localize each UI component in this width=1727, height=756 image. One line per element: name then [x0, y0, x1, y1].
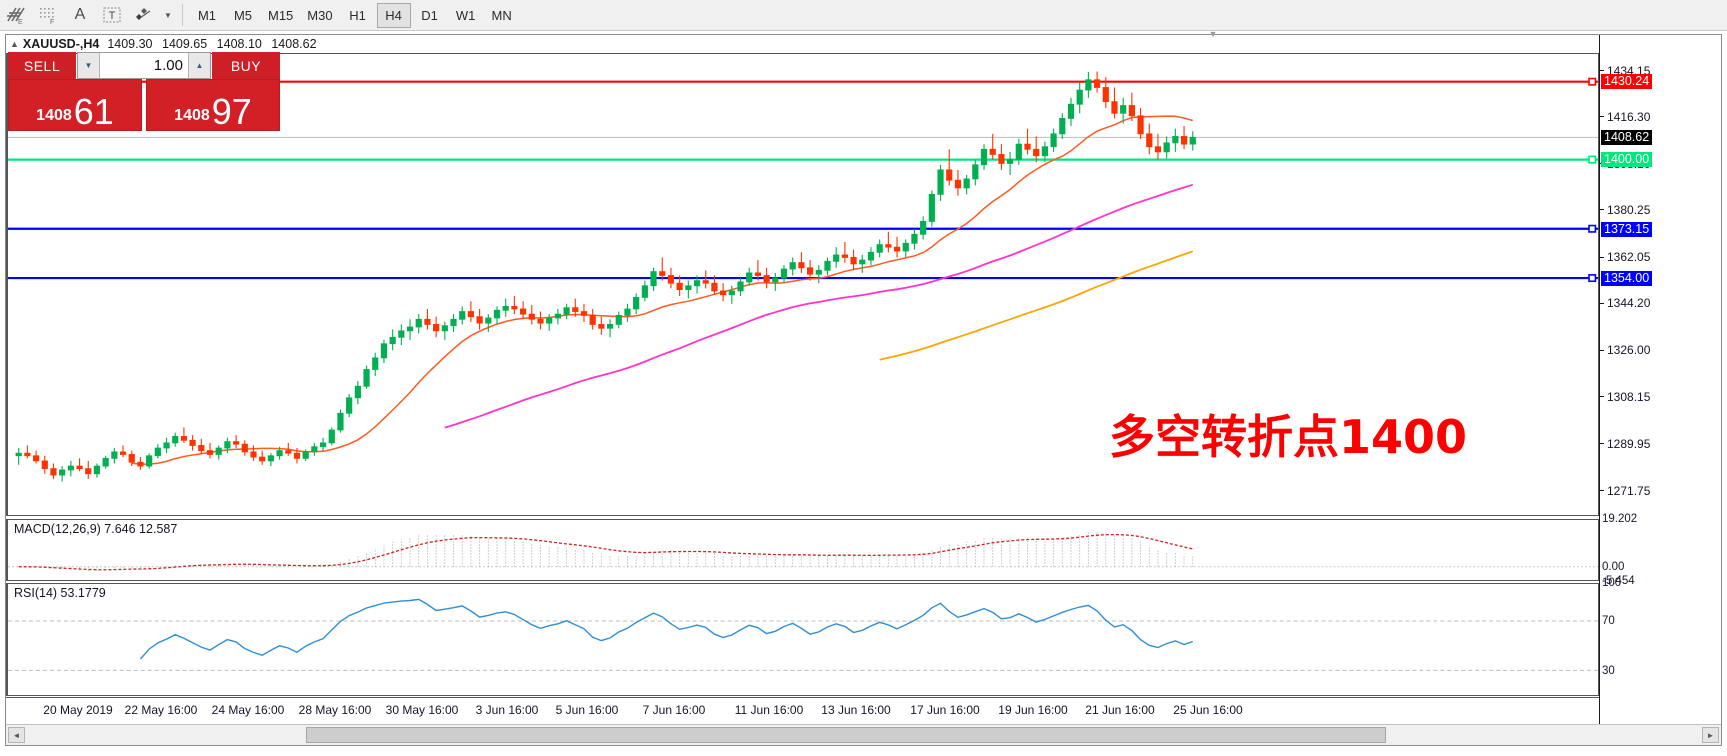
rsi-canvas — [8, 598, 1598, 671]
price-level-badge[interactable]: 1400.00 — [1601, 152, 1653, 168]
toolbar-divider — [182, 4, 183, 26]
scroll-left-arrow-icon[interactable]: ◄ — [8, 727, 25, 743]
timeframe-mn[interactable]: MN — [491, 7, 512, 23]
timeframe-m30[interactable]: M30 — [307, 7, 333, 23]
pane-collapse-chevron-icon[interactable]: ▼ — [1208, 29, 1218, 39]
timeframe-h1[interactable]: H1 — [349, 7, 366, 23]
time-axis-label: 24 May 16:00 — [211, 703, 285, 717]
price-axis-tick: 1362.05 — [1600, 251, 1650, 263]
buy-price-box[interactable]: 1408 97 — [146, 79, 280, 131]
time-axis: 20 May 2019 22 May 16:00 24 May 16:00 28 Ma… — [6, 697, 1599, 723]
time-axis-label: 13 Jun 16:00 — [821, 703, 891, 717]
timeframe-m1[interactable]: M1 — [197, 7, 217, 23]
ohlc-high: 1409.65 — [162, 37, 208, 51]
time-axis-label: 5 Jun 16:00 — [555, 703, 619, 717]
timeframe-m15[interactable]: M15 — [268, 7, 294, 23]
rsi-axis-tick: 100 — [1602, 577, 1622, 589]
rsi-axis-tick: 70 — [1602, 614, 1615, 627]
text-icon[interactable]: A — [74, 6, 86, 23]
scrollbar-thumb[interactable] — [306, 727, 1386, 743]
volume-input[interactable]: 1.00 — [153, 57, 183, 74]
grid-icon[interactable]: F — [32, 1, 64, 30]
buy-price-pips: 97 — [211, 91, 252, 132]
timeframe-w1[interactable]: W1 — [455, 7, 476, 23]
sell-button[interactable]: SELL — [8, 52, 76, 79]
price-axis-tick: 1308.15 — [1600, 391, 1650, 403]
trade-controls-row: SELL ▼ 1.00 ▲ BUY — [8, 52, 280, 79]
symbol-info-bar: ▲ XAUUSD-,H4 1409.30 1409.65 1408.10 140… — [6, 35, 1721, 53]
svg-text:T: T — [109, 10, 116, 22]
chevron-down-icon[interactable]: ▼ — [164, 10, 172, 20]
buy-button[interactable]: BUY — [212, 52, 280, 79]
time-axis-label: 7 Jun 16:00 — [642, 703, 706, 717]
text-label-icon[interactable]: T — [96, 1, 128, 30]
objects-icon[interactable] — [128, 1, 160, 30]
time-axis-label: 22 May 16:00 — [124, 703, 198, 717]
price-axis-tick: 1416.30 — [1600, 111, 1650, 123]
volume-increase-icon[interactable]: ▲ — [188, 53, 210, 78]
scroll-right-arrow-icon[interactable]: ► — [1702, 727, 1719, 743]
timeframe-d1[interactable]: D1 — [421, 7, 438, 23]
sell-price-pips: 61 — [73, 91, 114, 132]
time-axis-label: 30 May 16:00 — [385, 703, 459, 717]
macd-axis-tick: -5.454 — [1602, 575, 1635, 587]
price-level-badge[interactable]: 1408.62 — [1601, 129, 1653, 145]
symbol-name: XAUUSD-,H4 — [22, 37, 100, 51]
one-click-trading-panel: SELL ▼ 1.00 ▲ BUY 1408 61 1408 97 — [8, 52, 280, 131]
price-level-badge[interactable]: 1430.24 — [1601, 73, 1653, 89]
price-axis-tick: 1344.20 — [1600, 297, 1650, 309]
timeframe-h4[interactable]: H4 — [376, 2, 411, 28]
volume-stepper[interactable]: ▼ 1.00 ▲ — [77, 52, 211, 79]
svg-text:F: F — [50, 19, 54, 25]
indicators-icon[interactable]: E — [0, 1, 32, 30]
svg-text:E: E — [18, 19, 23, 25]
price-axis-tick: 1271.75 — [1600, 485, 1650, 497]
time-axis-label: 17 Jun 16:00 — [910, 703, 980, 717]
macd-axis-tick: 0.00 — [1602, 561, 1625, 574]
trade-price-row: 1408 61 1408 97 — [8, 79, 280, 131]
price-level-badge[interactable]: 1373.15 — [1601, 221, 1653, 237]
time-axis-label: 21 Jun 16:00 — [1085, 703, 1155, 717]
rsi-label: RSI(14) 53.1779 — [14, 586, 106, 600]
ohlc-open: 1409.30 — [107, 37, 153, 51]
ohlc-low: 1408.10 — [216, 37, 262, 51]
horizontal-scrollbar[interactable]: ◄ ► — [6, 724, 1721, 745]
volume-decrease-icon[interactable]: ▼ — [78, 53, 100, 78]
time-axis-label: 19 Jun 16:00 — [998, 703, 1068, 717]
price-axis-tick: 1380.25 — [1600, 204, 1650, 216]
sell-price-prefix: 1408 — [36, 107, 72, 124]
price-chart-canvas — [8, 71, 1598, 482]
macd-canvas — [8, 531, 1598, 572]
rsi-axis-tick: 30 — [1602, 664, 1615, 677]
macd-pane[interactable]: MACD(12,26,9) 7.646 12.587 — [6, 519, 1599, 581]
macd-axis-tick: 19.202 — [1602, 513, 1638, 525]
timeframe-m5[interactable]: M5 — [233, 7, 253, 23]
price-axis[interactable]: 1434.151416.301398.101380.251362.051344.… — [1599, 35, 1721, 745]
rsi-pane[interactable]: RSI(14) 53.1779 — [6, 583, 1599, 696]
price-axis-tick: 1289.95 — [1600, 438, 1650, 450]
time-axis-label: 11 Jun 16:00 — [734, 703, 804, 717]
ohlc-close: 1408.62 — [271, 37, 317, 51]
chart-annotation-text: 多空转折点1400 — [1109, 410, 1468, 464]
time-axis-label: 28 May 16:00 — [298, 703, 372, 717]
chart-frame: ▲ XAUUSD-,H4 1409.30 1409.65 1408.10 140… — [5, 34, 1722, 746]
time-axis-label: 25 Jun 16:00 — [1173, 703, 1243, 717]
macd-label: MACD(12,26,9) 7.646 12.587 — [14, 522, 178, 536]
buy-price-prefix: 1408 — [174, 107, 210, 124]
price-axis-tick: 1434.15 — [1600, 65, 1650, 77]
time-axis-label: 3 Jun 16:00 — [475, 703, 539, 717]
main-toolbar: E F A T — [0, 0, 1727, 31]
time-axis-label: 20 May 2019 — [43, 703, 113, 717]
price-level-badge[interactable]: 1354.00 — [1601, 271, 1653, 287]
collapse-triangle-icon[interactable]: ▲ — [10, 39, 19, 49]
price-axis-tick: 1326.00 — [1600, 344, 1650, 356]
sell-price-box[interactable]: 1408 61 — [8, 79, 142, 131]
